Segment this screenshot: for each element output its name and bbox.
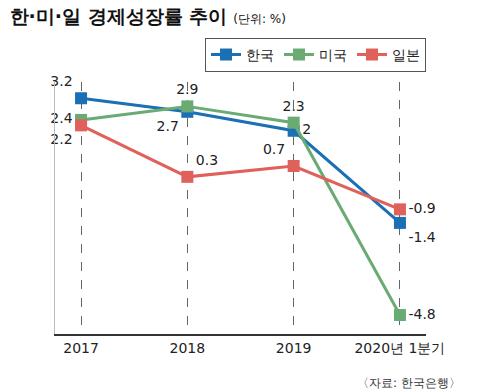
svg-text:3.2: 3.2 <box>50 73 72 89</box>
svg-text:2: 2 <box>302 121 311 137</box>
svg-text:2.9: 2.9 <box>176 81 198 97</box>
svg-text:〈자료: 한국은행〉: 〈자료: 한국은행〉 <box>357 376 461 390</box>
svg-text:-0.9: -0.9 <box>408 200 435 216</box>
svg-text:한국: 한국 <box>246 47 274 63</box>
svg-text:-1.4: -1.4 <box>408 229 435 245</box>
svg-text:한·미·일 경제성장률 추이 (단위: %): 한·미·일 경제성장률 추이 (단위: %) <box>10 5 286 27</box>
svg-text:일본: 일본 <box>392 47 420 63</box>
svg-text:2.7: 2.7 <box>157 118 179 134</box>
svg-text:2017: 2017 <box>63 340 99 356</box>
svg-text:2.3: 2.3 <box>283 98 305 114</box>
svg-text:0.7: 0.7 <box>263 141 285 157</box>
svg-text:2020년 1분기: 2020년 1분기 <box>354 340 445 356</box>
svg-text:2.4: 2.4 <box>50 110 72 126</box>
svg-text:-4.8: -4.8 <box>408 306 435 322</box>
svg-text:2.2: 2.2 <box>50 131 72 147</box>
svg-text:0.3: 0.3 <box>196 152 218 168</box>
svg-text:2018: 2018 <box>170 340 206 356</box>
svg-text:미국: 미국 <box>319 47 347 63</box>
svg-text:2019: 2019 <box>276 340 312 356</box>
